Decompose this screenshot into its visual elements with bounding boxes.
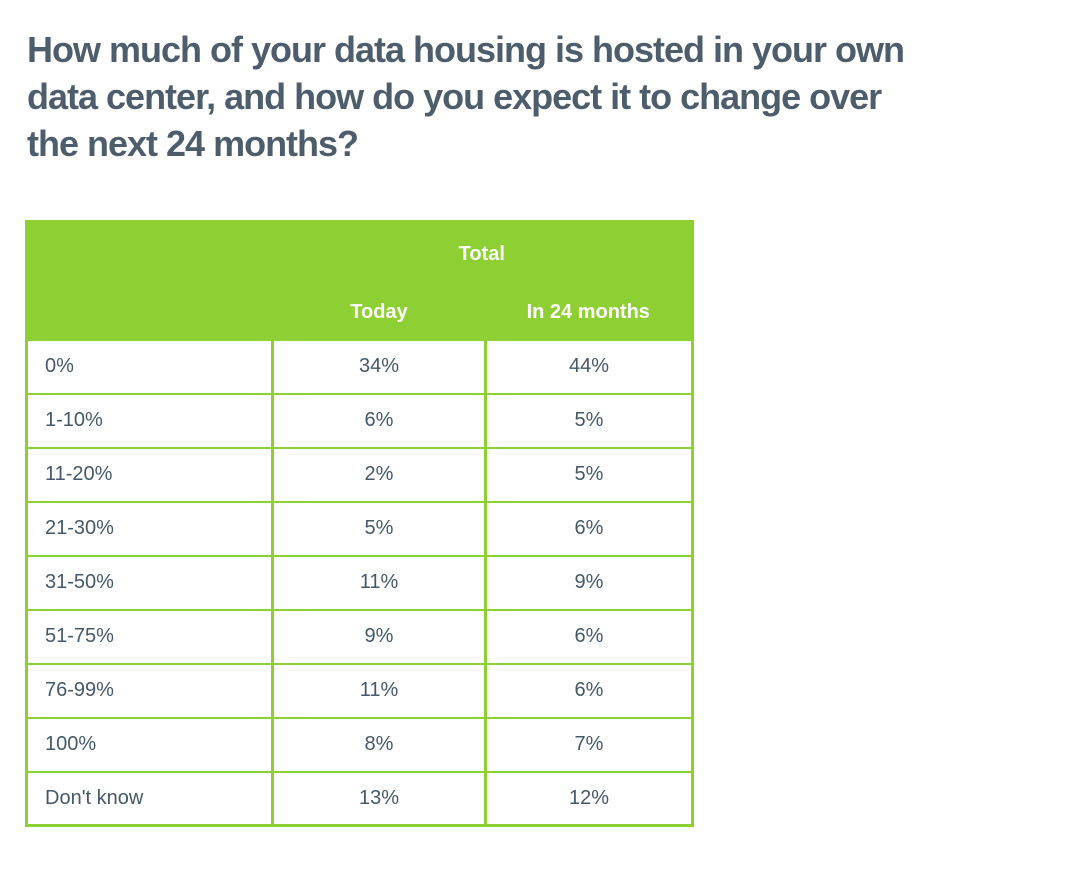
value-cell: 6% — [483, 662, 695, 719]
row-label: 31-50% — [25, 554, 274, 611]
value-cell: 2% — [271, 446, 487, 503]
survey-results-table: Total Today In 24 months 0% 34% 44% 1-10% 6%… — [25, 220, 695, 827]
value-cell: 5% — [483, 446, 695, 503]
value-cell: 44% — [483, 338, 695, 395]
page-title: How much of your data housing is hosted … — [27, 26, 905, 167]
title-line: data center, and how do you expect it to… — [27, 76, 882, 117]
title-line: the next 24 months? — [27, 123, 359, 164]
value-cell: 12% — [483, 770, 695, 827]
table-row: 21-30% 5% 6% — [25, 500, 695, 557]
title-line: How much of your data housing is hosted … — [27, 29, 905, 70]
value-cell: 11% — [271, 554, 487, 611]
group-header-row: Total — [26, 221, 693, 286]
row-label: 21-30% — [25, 500, 274, 557]
value-cell: 9% — [483, 554, 695, 611]
value-cell: 34% — [271, 338, 487, 395]
table-row: 51-75% 9% 6% — [25, 608, 695, 665]
row-label: Don't know — [25, 770, 274, 827]
table-row: 0% 34% 44% — [25, 338, 695, 395]
row-label: 51-75% — [25, 608, 274, 665]
header-spacer-cell — [26, 221, 273, 286]
value-cell: 8% — [271, 716, 487, 773]
table-row: Don't know 13% 12% — [25, 770, 695, 827]
value-cell: 7% — [483, 716, 695, 773]
row-label: 11-20% — [25, 446, 274, 503]
row-label: 100% — [25, 716, 274, 773]
column-header-in-24-months: In 24 months — [485, 285, 693, 340]
value-cell: 6% — [483, 608, 695, 665]
row-label: 0% — [25, 338, 274, 395]
table-body: 0% 34% 44% 1-10% 6% 5% 11-20% 2% 5% 21-30% 5% 6% 31-… — [25, 338, 695, 827]
table-row: 31-50% 11% 9% — [25, 554, 695, 611]
value-cell: 5% — [271, 500, 487, 557]
value-cell: 5% — [483, 392, 695, 449]
table-row: 76-99% 11% 6% — [25, 662, 695, 719]
row-label: 76-99% — [25, 662, 274, 719]
header-spacer-cell — [26, 285, 273, 340]
value-cell: 6% — [271, 392, 487, 449]
value-cell: 13% — [271, 770, 487, 827]
table-row: 1-10% 6% 5% — [25, 392, 695, 449]
table-row: 11-20% 2% 5% — [25, 446, 695, 503]
value-cell: 9% — [271, 608, 487, 665]
group-header-total: Total — [272, 221, 693, 286]
table-header: Total Today In 24 months — [26, 221, 693, 340]
table-row: 100% 8% 7% — [25, 716, 695, 773]
value-cell: 6% — [483, 500, 695, 557]
value-cell: 11% — [271, 662, 487, 719]
column-header-today: Today — [272, 285, 486, 340]
column-header-row: Today In 24 months — [26, 285, 693, 340]
row-label: 1-10% — [25, 392, 274, 449]
